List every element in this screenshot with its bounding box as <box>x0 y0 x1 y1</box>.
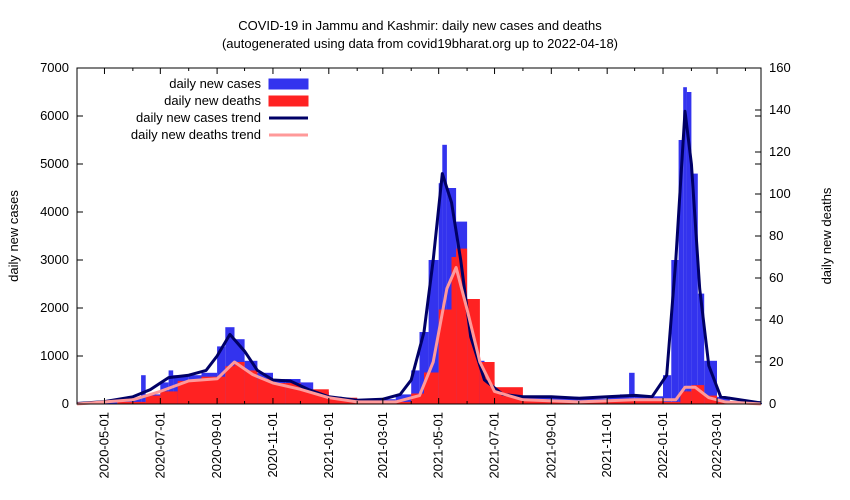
x-tick-label: 2020-05-01 <box>97 412 112 479</box>
deaths-bar <box>257 378 273 404</box>
x-tick-label: 2020-09-01 <box>209 412 224 479</box>
cases-bar <box>663 375 672 404</box>
y-tick-label: 1000 <box>40 348 69 363</box>
cases-trend-line <box>76 109 762 405</box>
cases-bar <box>671 260 679 404</box>
deaths-bar <box>117 401 146 404</box>
x-tick-label: 2022-03-01 <box>709 412 724 479</box>
y-axis-left-label: daily new cases <box>6 190 21 282</box>
x-tick-label: 2020-07-01 <box>152 412 167 479</box>
deaths-bar <box>663 401 681 404</box>
cases-bar <box>704 360 717 404</box>
deaths-bar <box>273 383 286 404</box>
legend-label: daily new deaths trend <box>131 127 261 142</box>
deaths-bar <box>201 376 226 404</box>
deaths-bars <box>117 248 761 404</box>
legend-swatch <box>268 78 309 90</box>
y-tick-label: 2000 <box>40 300 69 315</box>
y-tick-label: 4000 <box>40 204 69 219</box>
legend-label: daily new deaths <box>164 93 261 108</box>
cases-bar <box>678 140 684 404</box>
deaths-bar <box>225 366 235 404</box>
x-tick-label: 2020-11-01 <box>265 412 280 478</box>
x-tick-label: 2021-09-01 <box>543 412 558 479</box>
cases-bar <box>104 402 118 404</box>
cases-bar <box>686 92 692 404</box>
y-tick-label: 6000 <box>40 108 69 123</box>
deaths-trend-line <box>76 266 762 406</box>
y-tick-label: 7000 <box>40 60 69 75</box>
y-axis-right-ticks: 0 20 40 60 80 100 120 140 160 <box>755 60 791 411</box>
cases-bar <box>132 397 142 404</box>
y-right-tick-label: 60 <box>769 270 783 285</box>
deaths-bar <box>411 393 424 404</box>
deaths-bar <box>177 380 202 404</box>
chart-subtitle: (autogenerated using data from covid19bh… <box>222 36 618 51</box>
deaths-bar <box>522 399 552 404</box>
deaths-bar <box>551 401 579 404</box>
deaths-bar <box>234 362 245 404</box>
legend-label: daily new cases trend <box>136 110 261 125</box>
deaths-bar <box>145 395 161 404</box>
y-right-tick-label: 140 <box>769 102 791 117</box>
legend: daily new cases daily new deaths daily new… <box>131 76 309 142</box>
cases-bar <box>697 293 705 404</box>
deaths-bar <box>680 391 692 404</box>
x-tick-label: 2022-01-01 <box>655 412 670 479</box>
x-tick-label: 2021-07-01 <box>487 412 502 479</box>
chart-title: COVID-19 in Jammu and Kashmir: daily new… <box>238 18 602 33</box>
x-tick-label: 2021-01-01 <box>321 412 336 479</box>
deaths-bar <box>451 257 457 404</box>
x-tick-label: 2021-11-01 <box>599 412 614 478</box>
legend-swatch <box>268 95 309 107</box>
cases-bar <box>629 372 635 404</box>
y-right-tick-label: 20 <box>769 354 783 369</box>
cases-bar <box>691 173 698 404</box>
legend-label: daily new cases <box>169 76 261 91</box>
x-tick-label: 2021-05-01 <box>431 412 446 479</box>
y-right-tick-label: 160 <box>769 60 791 75</box>
cases-bar <box>141 375 146 404</box>
deaths-bar <box>578 401 608 404</box>
y-right-tick-label: 120 <box>769 144 791 159</box>
deaths-bar <box>704 395 717 404</box>
deaths-bar <box>424 372 439 404</box>
y-tick-label: 0 <box>62 396 69 411</box>
deaths-bar <box>607 399 635 404</box>
y-right-tick-label: 80 <box>769 228 783 243</box>
y-axis-left-ticks: 0 1000 2000 3000 4000 5000 6000 7000 <box>40 60 761 411</box>
y-tick-label: 5000 <box>40 156 69 171</box>
deaths-bar <box>691 385 705 404</box>
deaths-bar <box>438 309 452 404</box>
y-right-tick-label: 100 <box>769 186 791 201</box>
deaths-bar <box>456 248 468 404</box>
deaths-bar <box>160 391 178 404</box>
x-axis-ticks: 2020-05-01 2020-07-01 2020-09-01 2020-11-01… <box>76 68 746 479</box>
cases-bar <box>411 370 420 404</box>
cases-bar <box>442 144 447 405</box>
deaths-bar <box>634 399 663 404</box>
y-tick-label: 3000 <box>40 252 69 267</box>
x-tick-label: 2021-03-01 <box>375 412 390 479</box>
deaths-bar <box>244 370 258 404</box>
cases-bar <box>683 87 687 404</box>
cases-bar <box>438 183 443 404</box>
y-axis-right-label: daily new deaths <box>819 187 834 284</box>
cases-bar <box>419 332 429 404</box>
cases-bar <box>428 260 439 404</box>
y-right-tick-label: 0 <box>769 396 776 411</box>
y-right-tick-label: 40 <box>769 312 783 327</box>
